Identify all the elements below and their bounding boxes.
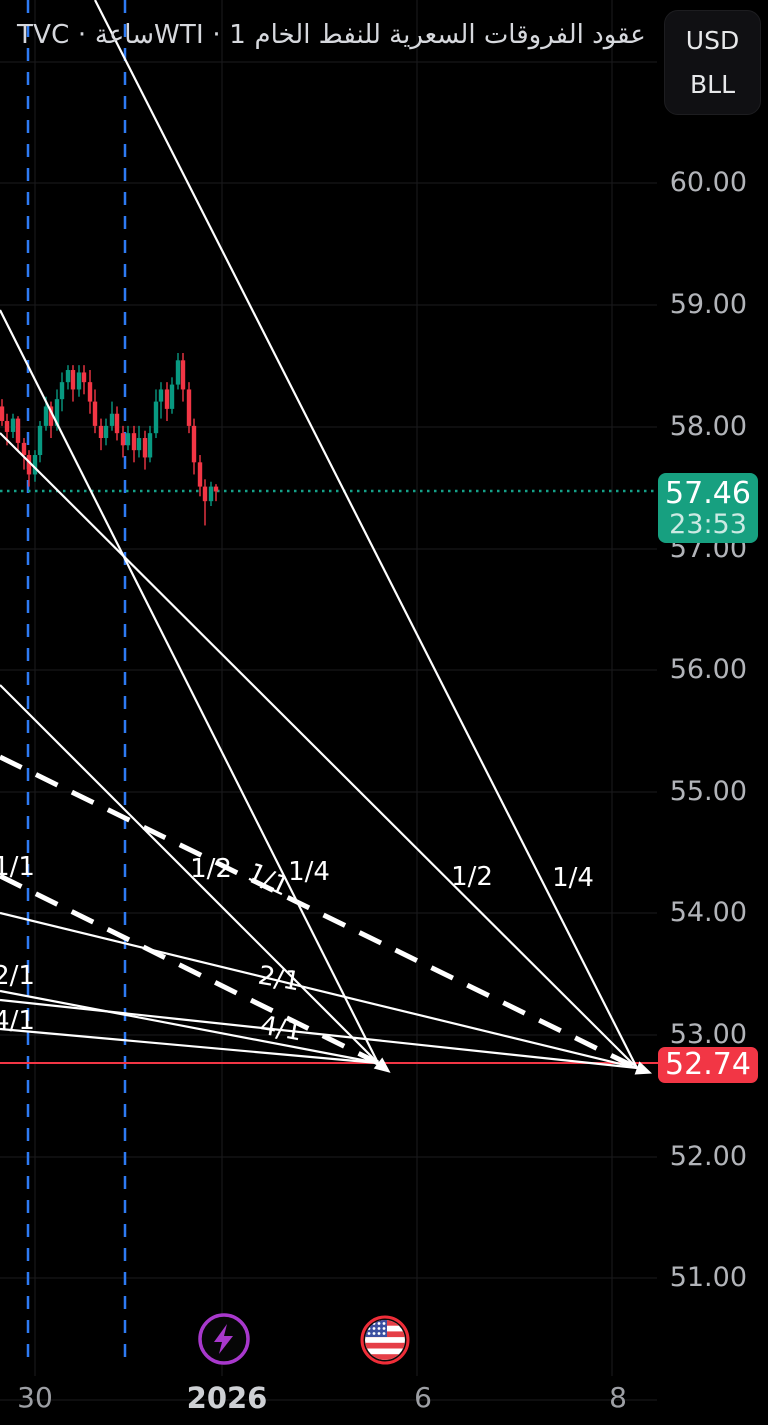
gann-fan-label: 1/4 — [552, 863, 594, 893]
gann-fan-apex-arrow — [634, 1061, 653, 1075]
candle-body — [109, 413, 115, 426]
lightning-event-marker[interactable] — [196, 1311, 252, 1367]
symbol-title[interactable]: TVC · ساعةWTI · 1 عقود الفروقات السعرية … — [17, 20, 646, 50]
session-lines-layer — [26, 0, 127, 1366]
candle-body — [65, 370, 71, 383]
price-axis-label: 59.00 — [669, 289, 747, 320]
candle-body — [164, 389, 170, 409]
price-axis-label: 55.00 — [669, 776, 747, 807]
gann-fan-apex-arrow — [373, 1057, 391, 1073]
unit-usd-label[interactable]: USD — [685, 26, 740, 55]
candle-body — [48, 406, 54, 426]
candle-body — [37, 425, 43, 456]
gann-fan-line-1-4 — [0, 309, 379, 1064]
candle-body — [202, 486, 208, 502]
candle-body — [197, 462, 203, 487]
time-axis-label: 8 — [609, 1381, 627, 1414]
gann-fan-label: 1/2 — [451, 862, 493, 892]
candle-body — [153, 401, 159, 434]
candle-body — [43, 406, 49, 426]
candle-body — [21, 442, 27, 456]
current-price-value: 57.46 — [665, 476, 751, 511]
candle-body — [10, 418, 16, 432]
unit-bll-label[interactable]: BLL — [689, 70, 735, 99]
candle-body — [0, 406, 5, 422]
candle-body — [15, 418, 21, 443]
us-flag-event-marker[interactable] — [358, 1313, 412, 1367]
candle-body — [98, 425, 104, 439]
gann-fan-label: 4/1 — [0, 1006, 35, 1036]
us-flag-icon — [365, 1320, 405, 1360]
alert-price-badge: 52.74 — [658, 1047, 758, 1083]
gann-fan-label: 1/4 — [288, 857, 330, 887]
candle-body — [186, 389, 192, 426]
candle-body — [142, 438, 148, 458]
candle-body — [76, 372, 82, 390]
candles-layer — [0, 353, 219, 526]
candle-body — [169, 384, 175, 409]
gann-fan-label: 2/1 — [0, 961, 35, 991]
candle-body — [175, 360, 181, 385]
time-axis-label: 2026 — [186, 1381, 268, 1415]
candle-body — [136, 438, 142, 451]
candle-body — [103, 425, 109, 439]
time-axis-label: 6 — [414, 1381, 432, 1414]
candle-body — [208, 486, 214, 502]
candle-body — [213, 486, 219, 492]
price-axis-label: 53.00 — [669, 1019, 747, 1050]
gann-fan-line-1-4 — [94, 0, 638, 1069]
candle-body — [70, 370, 76, 390]
price-axis-label: 58.00 — [669, 411, 747, 442]
gann-fan-line-2-1 — [0, 989, 379, 1065]
candle-body — [125, 433, 131, 446]
unit-selector[interactable]: USD BLL — [664, 10, 761, 115]
gann-fan-line-4-1 — [0, 1027, 379, 1065]
candle-body — [32, 455, 38, 475]
candle-body — [158, 389, 164, 402]
price-lines-layer — [0, 489, 758, 1064]
candle-body — [92, 401, 98, 426]
gann-fan-line-1-1 — [0, 873, 380, 1066]
candle-body — [81, 372, 87, 383]
bar-countdown: 23:53 — [669, 509, 747, 540]
gann-fan-line-4-1 — [0, 998, 638, 1070]
candle-body — [114, 413, 120, 434]
price-axis-label: 51.00 — [669, 1262, 747, 1293]
candle-body — [191, 425, 197, 463]
grid-layer — [0, 0, 657, 1401]
price-axis-label: 52.00 — [669, 1141, 747, 1172]
price-axis-label: 54.00 — [669, 897, 747, 928]
candle-body — [59, 382, 65, 400]
price-axis-label: 60.00 — [669, 167, 747, 198]
candle-body — [120, 433, 126, 446]
gann-fan-label: 1/1 — [0, 852, 35, 882]
lightning-icon — [214, 1324, 233, 1354]
gann-fan-line-1-2 — [0, 684, 379, 1064]
gann-fan-line-1-2 — [0, 432, 638, 1069]
current-price-badge: 57.46 23:53 — [658, 473, 758, 543]
price-axis-label: 56.00 — [669, 654, 747, 685]
candle-body — [131, 433, 137, 451]
candle-body — [87, 382, 93, 402]
candle-body — [147, 433, 153, 458]
time-axis-label: 30 — [17, 1381, 53, 1414]
candle-body — [54, 399, 60, 426]
candle-body — [26, 455, 32, 475]
gann-fan-label: 1/2 — [190, 854, 232, 884]
candle-body — [180, 360, 186, 390]
gann-fan-layer[interactable] — [0, 0, 654, 1080]
candle-body — [4, 421, 10, 432]
gann-fan-line-2-1 — [0, 911, 638, 1070]
